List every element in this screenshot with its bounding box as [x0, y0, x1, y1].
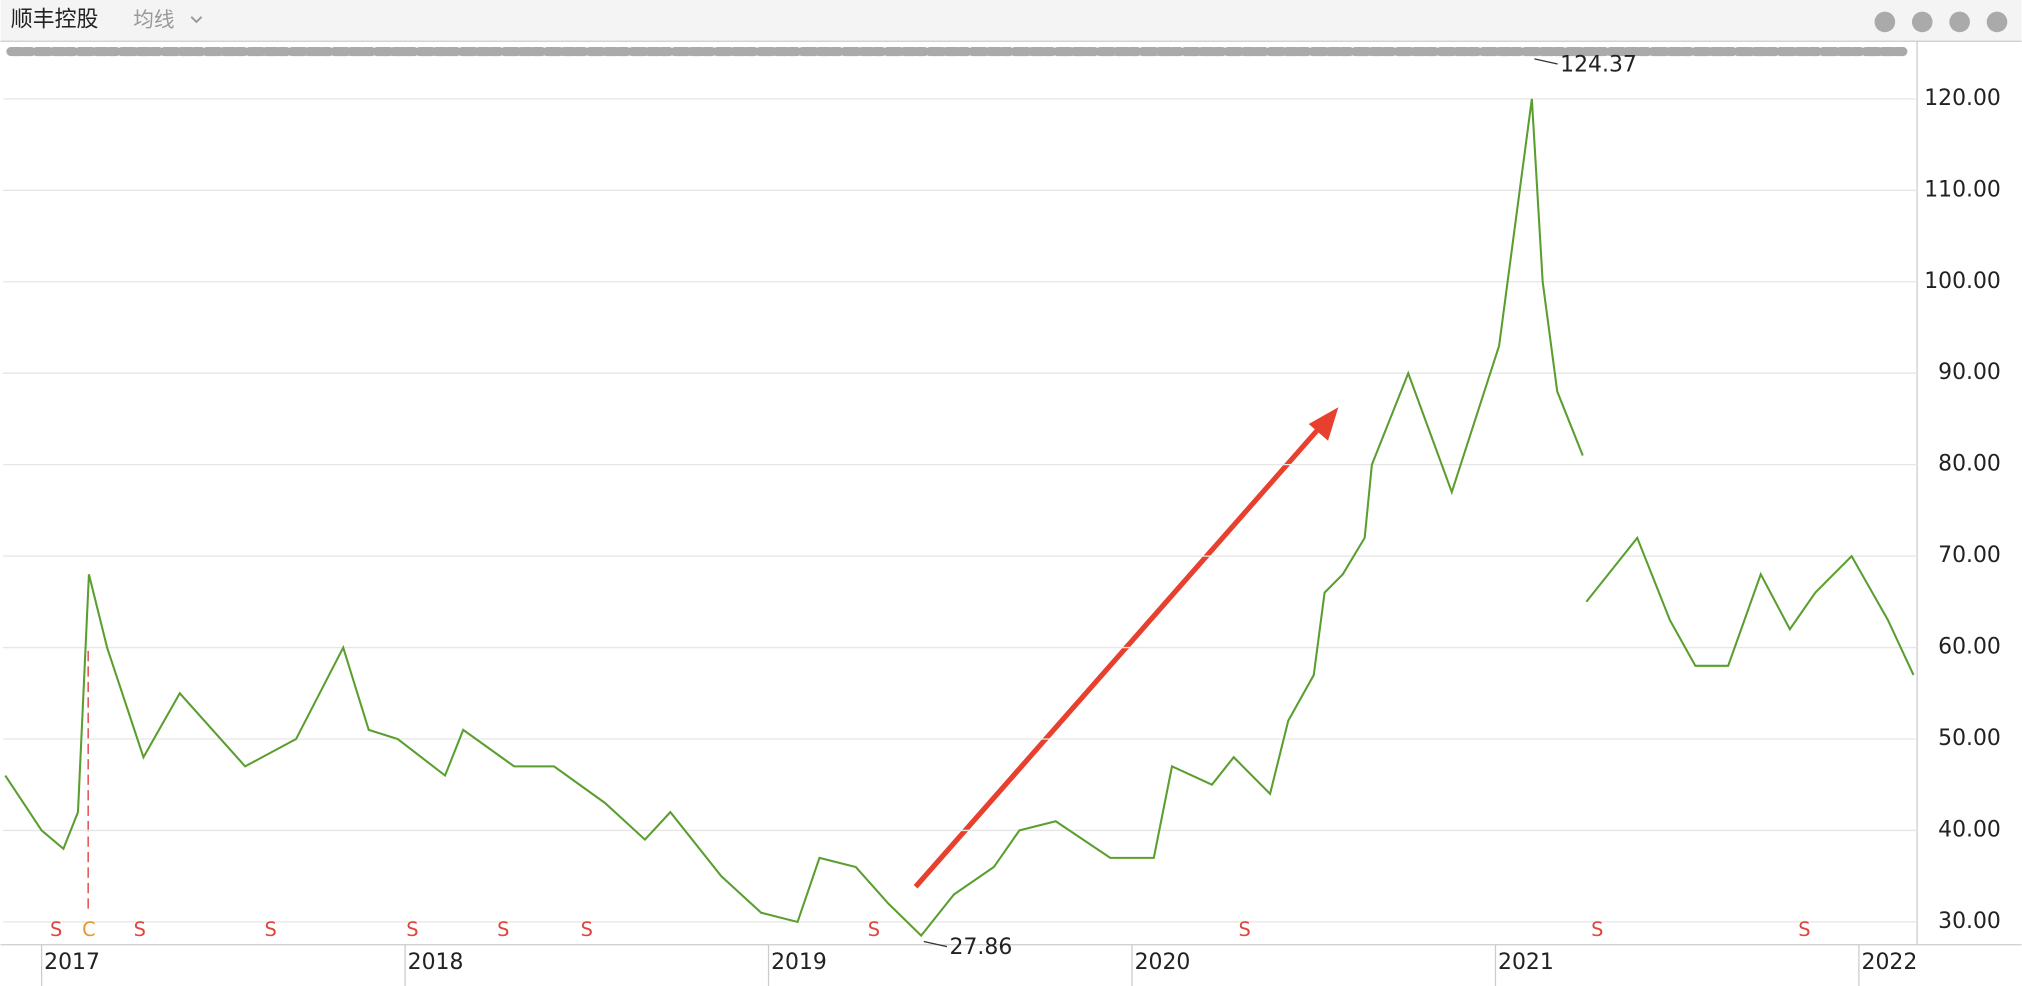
annotation-arrow	[923, 940, 948, 948]
minimize-button[interactable]	[1874, 11, 1896, 33]
indicator-menu[interactable]: 均线	[133, 8, 174, 32]
trend-arrow-head	[1308, 407, 1339, 441]
event-marker: C	[82, 918, 96, 941]
y-tick-label: 90.00	[1938, 360, 2001, 385]
event-marker: S	[264, 918, 276, 941]
annotation-label: 124.37	[1560, 52, 1637, 77]
toolbar	[0, 0, 2022, 42]
x-tick-label: 2019	[771, 950, 827, 975]
y-tick-label: 100.00	[1924, 269, 2001, 294]
event-marker: S	[497, 918, 509, 941]
x-tick-label: 2017	[44, 950, 100, 975]
price-line	[4, 98, 1915, 938]
event-marker: S	[134, 918, 146, 941]
event-marker: S	[868, 918, 880, 941]
annotation-arrow	[1534, 58, 1558, 65]
y-tick-label: 70.00	[1938, 543, 2001, 568]
y-tick-label: 30.00	[1938, 909, 2001, 934]
settings-button[interactable]	[1949, 11, 1970, 33]
event-marker: S	[581, 918, 593, 941]
zoom-button[interactable]	[1911, 11, 1933, 33]
x-tick-label: 2018	[408, 950, 464, 975]
event-marker: S	[1239, 918, 1251, 941]
trend-arrow	[913, 423, 1324, 889]
event-marker: S	[406, 918, 418, 941]
y-tick-label: 120.00	[1924, 86, 2001, 111]
close-button[interactable]	[1986, 11, 2008, 33]
y-tick-label: 60.00	[1938, 635, 2001, 660]
y-tick-label: 110.00	[1924, 177, 2001, 202]
dropdown-icon[interactable]	[190, 16, 203, 24]
annotation-label: 27.86	[950, 935, 1013, 960]
x-tick-label: 2021	[1498, 950, 1554, 975]
event-marker: S	[1591, 918, 1603, 941]
y-tick-label: 80.00	[1938, 452, 2001, 477]
y-tick-label: 50.00	[1938, 726, 2001, 751]
event-marker: S	[50, 918, 62, 941]
x-tick-label: 2022	[1862, 950, 1918, 975]
stock-title: 顺丰控股	[11, 8, 99, 33]
window-controls	[1874, 11, 2008, 33]
event-marker: S	[1798, 918, 1810, 941]
y-tick-label: 40.00	[1938, 817, 2001, 842]
x-tick-label: 2020	[1135, 950, 1191, 975]
